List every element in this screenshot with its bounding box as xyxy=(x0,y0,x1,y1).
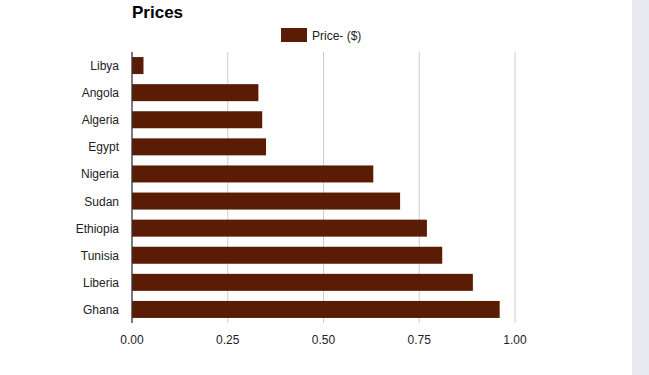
category-label: Algeria xyxy=(82,113,120,127)
bar xyxy=(132,57,143,74)
category-label: Libya xyxy=(90,59,119,73)
bar xyxy=(132,301,500,318)
tick-label: 0.50 xyxy=(312,333,336,347)
tick-label: 0.75 xyxy=(408,333,432,347)
bar xyxy=(132,220,427,237)
category-label: Egypt xyxy=(88,140,119,154)
axis-line xyxy=(131,52,132,323)
tick-label: 1.00 xyxy=(503,333,527,347)
page-edge xyxy=(632,0,649,375)
grid-line xyxy=(132,52,133,323)
legend-label: Price- ($) xyxy=(312,29,361,43)
legend-swatch xyxy=(281,28,307,42)
category-label: Liberia xyxy=(83,276,119,290)
legend: Price- ($) xyxy=(281,28,361,43)
bar xyxy=(132,247,442,264)
page: {"chart_data": {"type": "bar", "title": … xyxy=(0,0,649,375)
category-label: Ethiopia xyxy=(76,222,120,236)
category-label: Ghana xyxy=(83,303,119,317)
category-label: Tunisia xyxy=(81,249,120,263)
tick-label: 0.25 xyxy=(216,333,240,347)
title: Prices xyxy=(132,3,183,22)
tick-label: 0.00 xyxy=(120,333,144,347)
category-label: Angola xyxy=(82,86,120,100)
bar xyxy=(132,84,258,101)
bar xyxy=(132,138,266,155)
bar xyxy=(132,111,262,128)
chart: Prices Price- ($) 0.00 0.25 0.50 0.75 1.00 Liby… xyxy=(0,0,649,375)
bar xyxy=(132,274,473,291)
bars xyxy=(132,57,500,318)
category-label: Sudan xyxy=(84,195,119,209)
bar xyxy=(132,165,373,182)
grid-line xyxy=(515,52,516,323)
category-label: Nigeria xyxy=(81,167,119,181)
bar xyxy=(132,193,400,210)
